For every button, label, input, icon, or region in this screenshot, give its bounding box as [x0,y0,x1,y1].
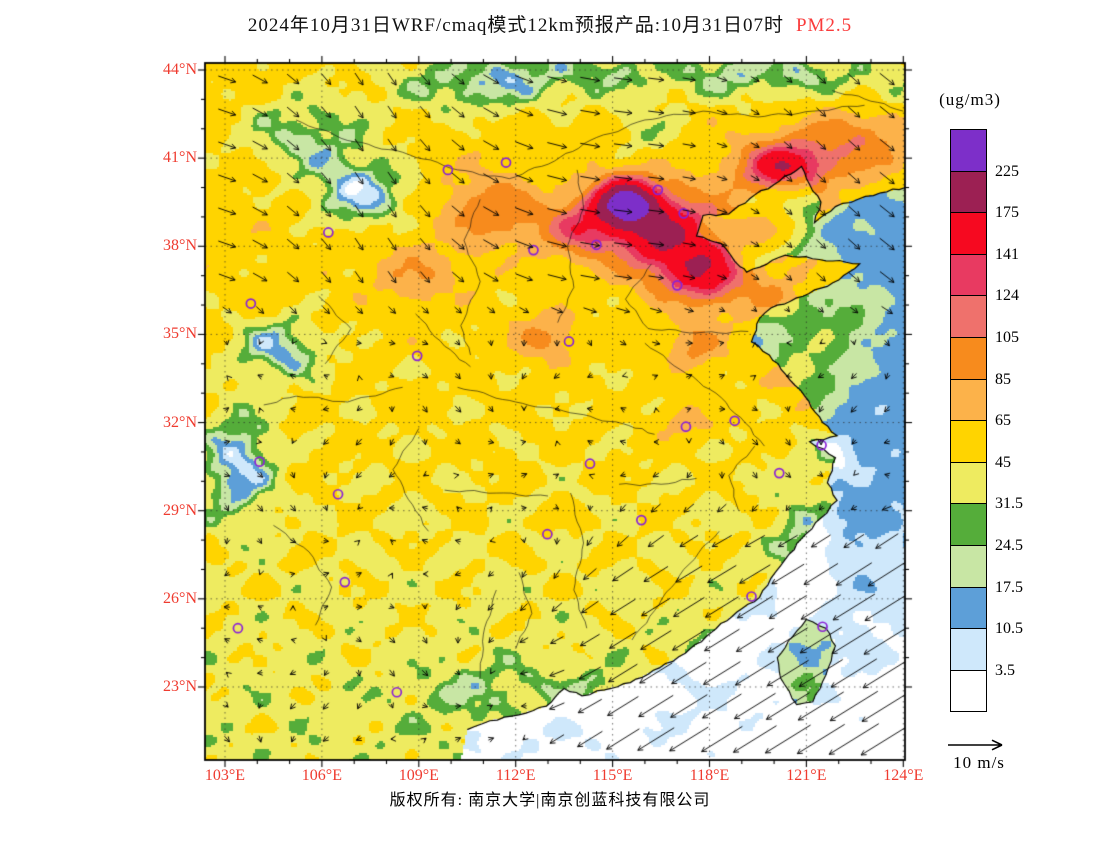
page-title: 2024年10月31日WRF/cmaq模式12km预报产品:10月31日07时 P… [0,10,1100,37]
lat-tick-label: 23°N [163,677,197,695]
lat-tick-label: 32°N [163,413,197,431]
colorbar-level-label: 10.5 [995,620,1023,638]
lon-tick-label: 103°E [204,767,246,784]
colorbar-swatch [950,461,987,505]
lat-tick-label: 35°N [163,325,197,343]
colorbar-level-label: 45 [995,453,1011,471]
lat-tick-label: 38°N [163,237,197,255]
colorbar-level-label: 124 [995,287,1019,305]
lon-tick-label: 112°E [495,767,536,784]
colorbar-swatch [950,669,987,713]
colorbar-level-label: 3.5 [995,661,1015,679]
colorbar-unit-label: (ug/m3) [939,90,1001,109]
lon-tick-label: 118°E [689,767,730,784]
colorbar-swatch [950,295,987,338]
colorbar-level-label: 105 [995,329,1019,346]
colorbar-swatch [950,212,987,255]
colorbar-swatch [950,586,987,630]
lat-tick-label: 44°N [163,61,197,78]
colorbar-level-label: 141 [995,245,1019,263]
colorbar-swatch [950,253,987,297]
colorbar-swatch [950,628,987,671]
lon-tick-label: 124°E [883,767,924,784]
lat-tick-label: 41°N [163,149,197,167]
copyright-text: 版权所有: 南京大学|南京创蓝科技有限公司 [389,792,711,809]
lat-tick-label: 26°N [163,589,197,607]
lon-tick-label: 115°E [592,767,633,784]
colorbar-swatch [950,420,987,463]
lon-tick-label: 121°E [786,767,827,784]
pollutant-label: PM2.5 [795,15,853,36]
title-text: 2024年10月31日WRF/cmaq模式12km预报产品:10月31日07时 [247,15,784,36]
colorbar-level-label: 225 [995,162,1019,180]
colorbar-level-label: 17.5 [995,578,1023,596]
colorbar-level-label: 31.5 [995,495,1023,513]
lon-tick-label: 106°E [301,767,342,784]
wind-scale-arrow [948,739,1003,751]
colorbar-swatch [950,378,987,422]
colorbar-level-label: 65 [995,412,1011,430]
lat-tick-label: 29°N [163,501,197,519]
wind-scale-label: 10 m/s [953,753,1005,772]
colorbar-level-label: 24.5 [995,537,1023,554]
colorbar-level-label: 175 [995,204,1019,222]
colorbar-swatch [950,129,987,172]
colorbar-swatch [950,170,987,214]
colorbar-swatch [950,503,987,546]
lon-tick-label: 109°E [398,767,439,784]
colorbar-swatch [950,337,987,380]
colorbar-swatch [950,545,987,588]
colorbar-level-label: 85 [995,370,1011,388]
